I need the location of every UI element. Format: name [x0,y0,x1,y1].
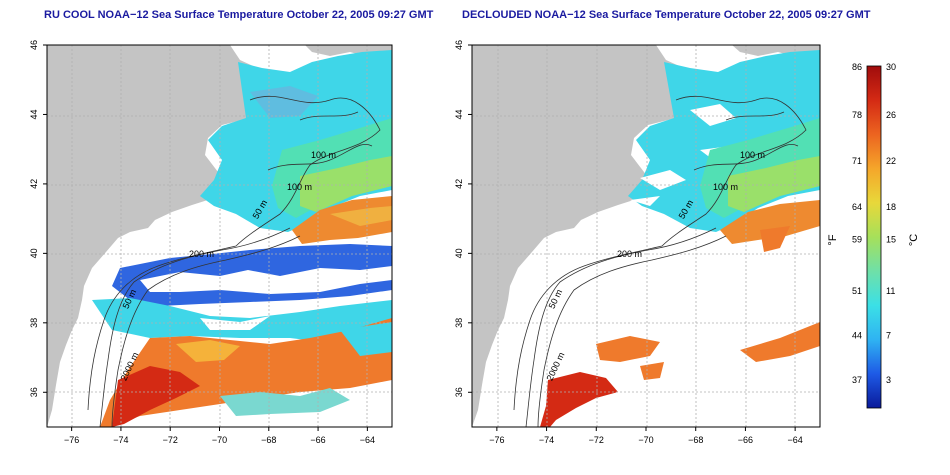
panel-title-left: RU COOL NOAA−12 Sea Surface Temperature … [44,9,434,21]
y-tick-label: 44 [454,109,464,119]
isobath-label: 100 m [713,182,738,192]
y-tick-label: 36 [29,387,39,397]
offshore-warm [596,336,660,362]
colorbar-c-tick: 7 [886,330,891,340]
colorbar-c-tick: 22 [886,156,896,166]
x-tick-label: −66 [310,435,325,445]
isobath-lines [87,95,381,427]
x-tick-label: −66 [738,435,753,445]
y-tick-label: 46 [29,40,39,50]
isobath-lines [513,95,807,427]
x-tick-label: −74 [539,435,554,445]
x-tick-label: −76 [489,435,504,445]
colorbar-c-tick: 11 [886,286,895,296]
isobath-label: 200 m [617,249,642,259]
x-tick-label: −72 [163,435,178,445]
colorbar-c-tick: 26 [886,110,896,120]
colorbar-unit-celsius: °C [908,234,920,246]
y-tick-label: 36 [454,387,464,397]
y-tick-label: 42 [29,179,39,189]
y-tick-label: 38 [29,318,39,328]
x-tick-label: −76 [64,435,79,445]
colorbar-c-tick: 15 [886,235,896,245]
graticule [47,45,392,427]
gulf-stream-warm [292,196,392,244]
land-mass [47,45,268,427]
colorbar-f-tick: 64 [852,202,862,212]
y-tick-label: 40 [29,248,39,258]
colorbar-f-tick: 44 [852,330,862,340]
x-tick-label: −68 [261,435,276,445]
colorbar: 86 78 71 64 59 51 44 37 30 26 22 18 15 11 7 3 °F °C [827,62,920,409]
x-tick-label: −74 [113,435,128,445]
colorbar-f-tick: 51 [852,286,862,296]
colorbar-f-tick: 59 [852,235,862,245]
x-tick-label: −70 [638,435,653,445]
colorbar-f-tick: 37 [852,375,862,385]
x-tick-label: −72 [589,435,604,445]
colorbar-c-tick: 18 [886,202,896,212]
colorbar-gradient [866,65,882,409]
colorbar-f-tick: 71 [852,156,862,166]
y-tick-label: 42 [454,179,464,189]
colorbar-unit-fahrenheit: °F [827,234,839,245]
offshore-warm [100,318,392,427]
colorbar-f-tick: 86 [852,62,862,72]
colorbar-f-tick: 78 [852,110,862,120]
land-mass [472,45,694,427]
x-tick-label: −64 [360,435,375,445]
y-tick-label: 44 [29,109,39,119]
colorbar-c-tick: 30 [886,62,896,72]
y-tick-label: 40 [454,248,464,258]
y-tick-label: 46 [454,40,464,50]
x-tick-label: −64 [788,435,803,445]
x-tick-label: −70 [212,435,227,445]
isobath-label: 200 m [189,249,214,259]
panel-title-right: DECLOUDED NOAA−12 Sea Surface Temperatur… [462,9,871,21]
colorbar-c-tick: 3 [886,375,891,385]
y-tick-label: 38 [454,318,464,328]
isobath-label: 100 m [287,182,312,192]
isobath-label: 100 m [740,150,765,160]
x-tick-label: −68 [688,435,703,445]
isobath-label: 100 m [311,150,336,160]
map-panel-left: 100 m 100 m 50 m 200 m 50 m 2000 m −76 −7… [29,40,393,445]
map-panel-right: 100 m 100 m 50 m 200 m 50 m 2000 m −76 −7… [454,40,821,445]
